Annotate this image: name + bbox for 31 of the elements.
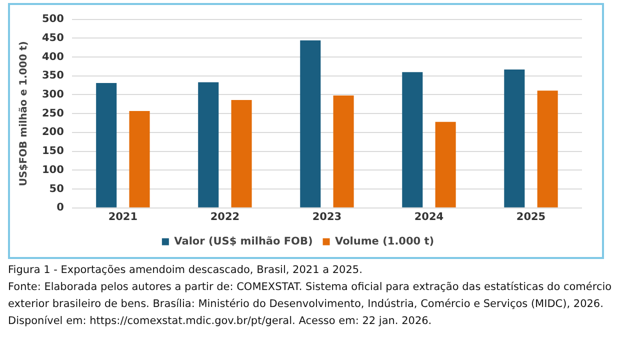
y-tick-label: 300 [42, 88, 64, 100]
y-tick-label: 150 [42, 145, 64, 158]
y-axis-title: US$FOB milhão e 1.000 t) [18, 41, 30, 186]
legend-label: Valor (US$ milhão FOB) [174, 235, 313, 248]
y-tick-label: 0 [56, 202, 64, 214]
bar [231, 100, 252, 208]
bar [537, 90, 558, 208]
bar [198, 82, 219, 208]
x-tick-label: 2022 [210, 210, 240, 223]
y-tick-label: 400 [42, 50, 64, 63]
source-note: Fonte: Elaborada pelos autores a partir de: COMEXSTAT. Sistema oficial para extração das estatísticas do comércio exterior brasileiro de bens. Brasília: Ministério do Desenvolvimento, Indústria, Comércio e Serviços (MIDC), 2026. Disponível em: https://comexstat.mdic.gov.br/pt/geral. Acesso em: 22 jan. 2026. [8, 280, 613, 329]
bar [96, 83, 117, 208]
y-tick-label: 250 [42, 107, 64, 120]
x-tick-label: 2023 [312, 210, 342, 223]
bar [435, 122, 456, 208]
y-tick-label: 100 [42, 164, 64, 176]
legend-label: Volume (1.000 t) [335, 235, 434, 248]
y-tick-label: 350 [42, 70, 64, 82]
y-tick-label: 500 [42, 13, 64, 26]
y-tick-label: 50 [49, 182, 64, 195]
bar [504, 69, 525, 208]
y-tick-label: 450 [42, 32, 64, 44]
bar [129, 110, 150, 208]
bar [402, 72, 423, 208]
x-tick-label: 2024 [414, 210, 444, 223]
x-tick-label: 2021 [108, 210, 138, 223]
y-tick-label: 200 [42, 126, 64, 138]
text: Figura 1 - Exportações amendoim descascado, Brasil, 2021 a 2025. [8, 263, 364, 278]
x-tick-label: 2025 [516, 210, 546, 223]
bar [333, 95, 354, 208]
bar [300, 40, 321, 208]
